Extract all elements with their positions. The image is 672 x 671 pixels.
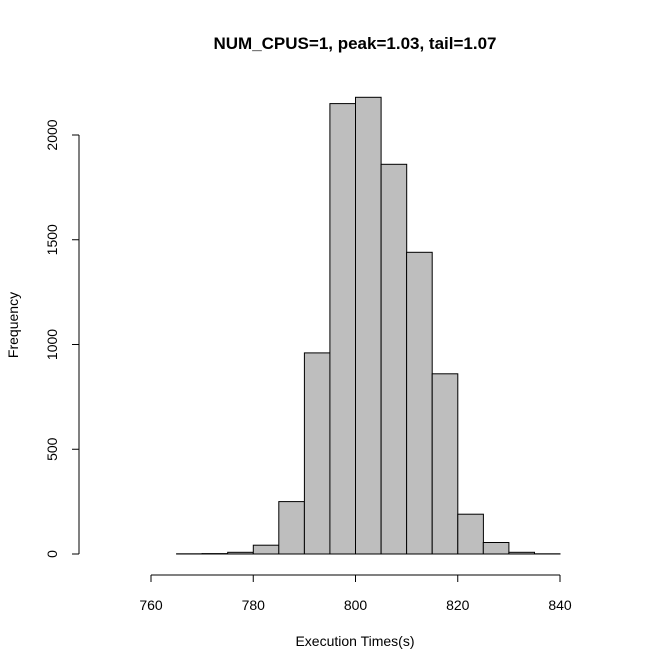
x-tick-label: 840 [548, 597, 572, 613]
y-axis-label: Frequency [5, 292, 21, 358]
histogram-bar-775-780 [227, 551, 254, 555]
histogram-bar-810-815 [406, 251, 433, 555]
y-axis: 0 500 1000 1500 2000 [44, 119, 80, 558]
y-tick-label: 500 [44, 437, 60, 461]
chart-title: NUM_CPUS=1, peak=1.03, tail=1.07 [213, 34, 496, 53]
histogram-bars [176, 96, 561, 555]
y-tick-label: 2000 [44, 119, 60, 150]
histogram-bar-780-785 [252, 544, 280, 555]
x-tick-label: 780 [242, 597, 266, 613]
y-tick-label: 1500 [44, 224, 60, 255]
histogram-bar-790-795 [303, 352, 331, 555]
y-tick-label: 1000 [44, 329, 60, 360]
histogram-bar-795-800 [329, 103, 356, 555]
y-tick-label: 0 [44, 550, 60, 558]
x-tick-label: 760 [139, 597, 163, 613]
histogram-bar-785-790 [278, 501, 305, 555]
histogram-bar-815-820 [431, 373, 459, 555]
x-tick-label: 820 [446, 597, 470, 613]
histogram-bar-825-830 [482, 542, 510, 555]
x-tick-label: 800 [344, 597, 368, 613]
histogram-bar-800-805 [355, 96, 382, 555]
histogram-bar-830-835 [508, 551, 535, 555]
x-axis-label: Execution Times(s) [295, 633, 414, 649]
x-axis: 760 780 800 820 840 [139, 574, 572, 613]
histogram-bar-805-810 [380, 163, 408, 555]
histogram-bar-820-825 [457, 513, 484, 555]
